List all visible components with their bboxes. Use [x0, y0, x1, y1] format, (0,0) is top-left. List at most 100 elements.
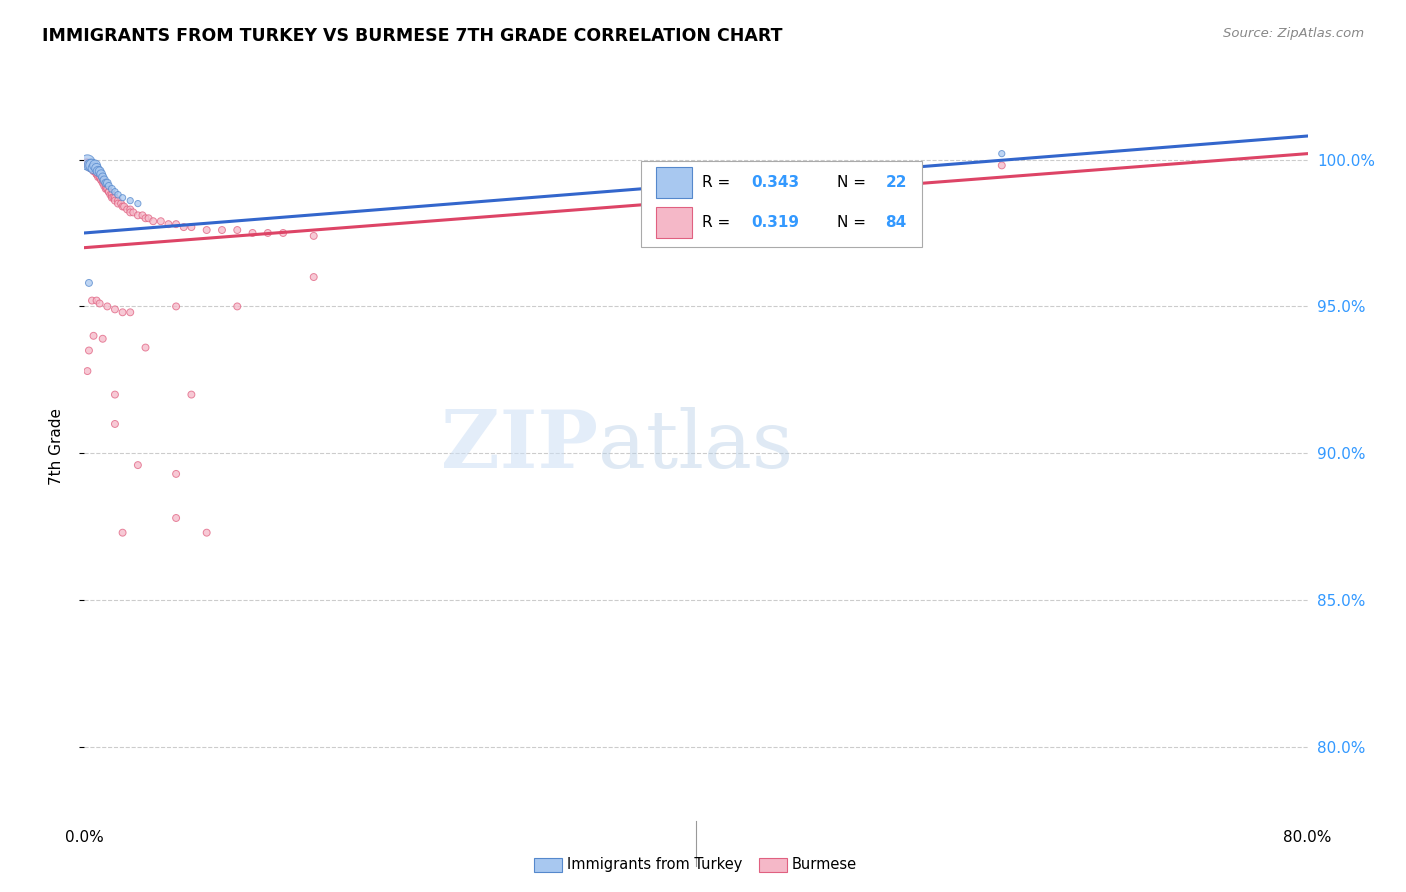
Point [226, 223, 249, 237]
Point [79, 158, 101, 172]
Point [76, 155, 98, 169]
Point [104, 302, 127, 317]
Point [91, 176, 114, 190]
Point [94, 178, 117, 193]
Point [165, 217, 187, 231]
Point [101, 191, 124, 205]
Point [302, 228, 325, 243]
Point [93, 178, 115, 193]
Point [110, 196, 132, 211]
Point [80, 161, 103, 176]
Point [76, 364, 98, 378]
Point [302, 270, 325, 285]
Point [80, 161, 103, 176]
Point [103, 191, 125, 205]
Point [75, 155, 97, 169]
Point [127, 196, 149, 211]
Point [104, 387, 127, 401]
Point [138, 211, 160, 226]
Text: Source: ZipAtlas.com: Source: ZipAtlas.com [1223, 27, 1364, 40]
Point [79, 161, 101, 176]
Point [991, 146, 1014, 161]
Point [76, 155, 98, 169]
Point [77, 343, 100, 358]
Point [94, 182, 117, 196]
FancyBboxPatch shape [655, 167, 692, 198]
Point [101, 182, 124, 196]
Point [271, 226, 294, 240]
Point [86, 167, 108, 181]
Point [83, 161, 105, 176]
Point [111, 200, 134, 214]
Text: IMMIGRANTS FROM TURKEY VS BURMESE 7TH GRADE CORRELATION CHART: IMMIGRANTS FROM TURKEY VS BURMESE 7TH GR… [42, 27, 783, 45]
Text: ZIP: ZIP [441, 407, 598, 485]
Text: atlas: atlas [598, 407, 793, 485]
Text: R =: R = [702, 215, 735, 230]
Point [115, 202, 138, 217]
Point [98, 187, 121, 202]
Text: 84: 84 [886, 215, 907, 230]
Point [97, 185, 120, 199]
Point [86, 167, 108, 181]
Point [84, 158, 107, 172]
Point [93, 173, 115, 187]
Text: 22: 22 [886, 175, 907, 190]
Point [97, 178, 120, 193]
Point [89, 170, 111, 185]
Point [211, 223, 233, 237]
Point [165, 300, 187, 314]
Point [86, 161, 108, 176]
Point [127, 458, 149, 472]
Point [94, 176, 117, 190]
Point [83, 161, 105, 176]
Point [83, 328, 105, 343]
Point [104, 191, 127, 205]
Point [180, 220, 202, 235]
Point [96, 300, 118, 314]
Point [96, 182, 118, 196]
Point [107, 194, 129, 208]
Point [93, 176, 115, 190]
Text: N =: N = [837, 175, 870, 190]
Point [104, 417, 127, 431]
Point [89, 296, 111, 310]
FancyBboxPatch shape [641, 161, 922, 247]
Point [90, 173, 112, 187]
Text: R =: R = [702, 175, 735, 190]
Point [122, 205, 145, 219]
Point [97, 185, 120, 199]
Point [101, 187, 124, 202]
Point [120, 205, 142, 219]
Point [120, 202, 142, 217]
Text: N =: N = [837, 215, 870, 230]
Point [111, 191, 134, 205]
Text: Burmese: Burmese [792, 857, 856, 871]
Point [104, 194, 127, 208]
Point [89, 164, 111, 178]
Point [80, 293, 103, 308]
Point [135, 211, 157, 226]
Point [90, 173, 112, 187]
Point [96, 176, 118, 190]
Point [165, 467, 187, 481]
Point [257, 226, 280, 240]
Text: 0.343: 0.343 [751, 175, 799, 190]
Point [242, 226, 264, 240]
Point [112, 200, 135, 214]
Point [165, 511, 187, 525]
Point [142, 214, 165, 228]
Point [77, 158, 100, 172]
Point [84, 164, 107, 178]
Point [173, 220, 195, 235]
Point [195, 525, 218, 540]
Point [87, 170, 110, 185]
Point [104, 185, 127, 199]
Point [87, 164, 110, 178]
Text: 0.319: 0.319 [751, 215, 799, 230]
Point [107, 187, 129, 202]
Point [86, 293, 108, 308]
Point [131, 208, 153, 222]
Y-axis label: 7th Grade: 7th Grade [49, 408, 63, 484]
Point [91, 173, 114, 187]
Point [90, 167, 112, 181]
